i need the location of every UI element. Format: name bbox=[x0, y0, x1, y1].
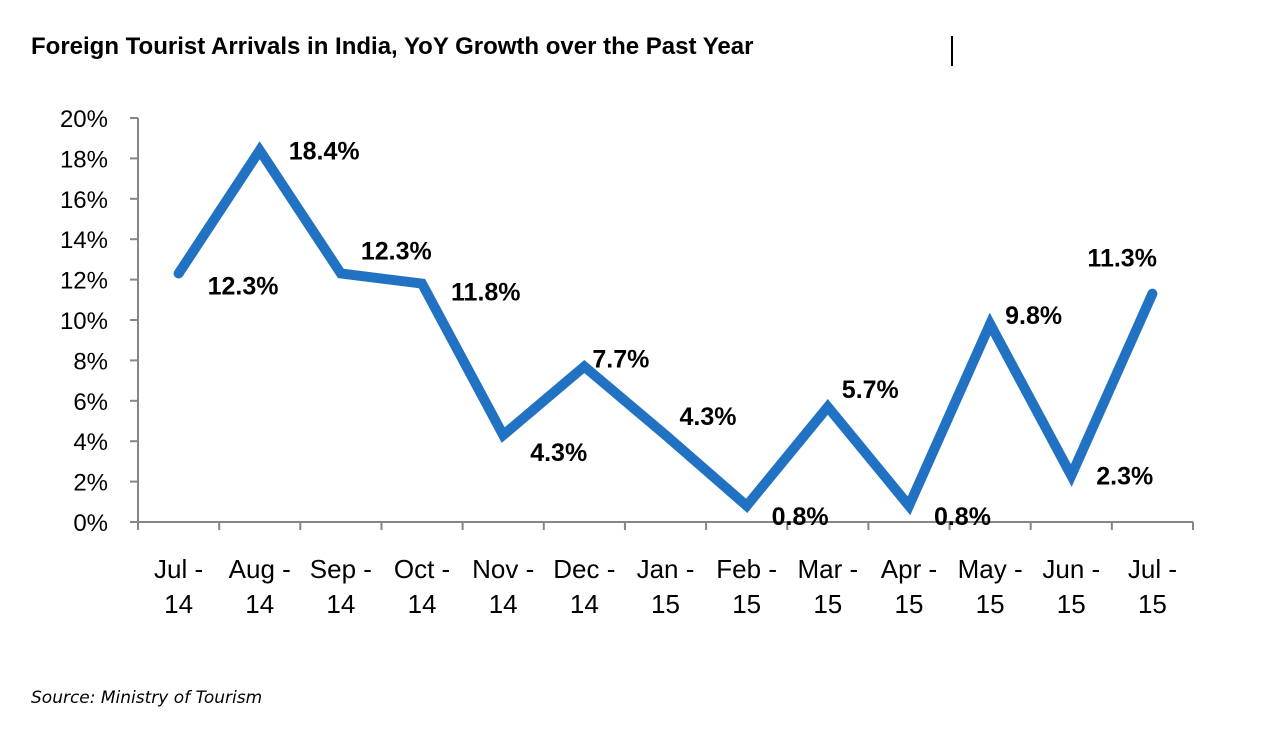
x-tick-label: Mar -15 bbox=[797, 554, 858, 619]
data-labels: 12.3% 18.4% 12.3% 11.8% 4.3% 7.7% 4.3% 0.8% 5.7%… bbox=[208, 137, 1157, 531]
x-tick-label: Jul -15 bbox=[1128, 554, 1177, 619]
y-tick-label: 14% bbox=[60, 227, 108, 254]
source-note: Source: Ministry of Tourism bbox=[31, 688, 263, 708]
x-tick-label: Feb -15 bbox=[716, 554, 777, 619]
x-tick-label: Sep -14 bbox=[310, 554, 372, 619]
data-label: 5.7% bbox=[842, 376, 899, 404]
data-label: 11.3% bbox=[1087, 245, 1157, 273]
data-label: 12.3% bbox=[208, 273, 279, 301]
x-axis: Jul -14 Aug -14 Sep -14 Oct -14 Nov -14 Dec -… bbox=[130, 521, 1194, 619]
y-tick-label: 4% bbox=[73, 429, 108, 456]
data-label: 0.8% bbox=[772, 503, 829, 531]
x-tick-label: Jul -14 bbox=[154, 554, 203, 619]
x-tick-label: Dec -14 bbox=[553, 554, 615, 619]
y-tick-label: 0% bbox=[73, 510, 108, 537]
data-label: 7.7% bbox=[592, 345, 649, 373]
x-tick-label: Aug -14 bbox=[229, 554, 291, 619]
x-tick-label: Jan -15 bbox=[637, 554, 695, 619]
y-tick-label: 12% bbox=[60, 268, 108, 295]
y-tick-label: 6% bbox=[73, 389, 108, 416]
data-label: 4.3% bbox=[680, 403, 737, 431]
y-tick-label: 2% bbox=[73, 470, 108, 497]
y-tick-label: 18% bbox=[60, 146, 108, 173]
data-label: 11.8% bbox=[451, 279, 521, 307]
text-cursor bbox=[951, 36, 953, 66]
data-label: 0.8% bbox=[934, 503, 991, 531]
data-label: 4.3% bbox=[530, 439, 587, 467]
data-label: 12.3% bbox=[361, 238, 432, 266]
x-tick-label: Apr -15 bbox=[881, 554, 937, 619]
data-label: 2.3% bbox=[1096, 463, 1153, 491]
x-tick-label: Oct -14 bbox=[394, 554, 450, 619]
y-tick-label: 20% bbox=[60, 106, 108, 133]
data-label: 9.8% bbox=[1005, 302, 1062, 330]
chart-title: Foreign Tourist Arrivals in India, YoY G… bbox=[31, 33, 754, 60]
series-yoy-growth bbox=[173, 141, 1158, 516]
y-tick-label: 8% bbox=[73, 348, 108, 375]
y-tick-label: 10% bbox=[60, 308, 108, 335]
x-tick-label: Nov -14 bbox=[472, 554, 534, 619]
data-label: 18.4% bbox=[289, 137, 360, 165]
x-tick-label: Jun -15 bbox=[1042, 554, 1100, 619]
x-tick-label: May -15 bbox=[958, 554, 1023, 619]
y-axis: 0% 2% 4% 6% 8% 10% 12% 14% 16% 18% 20% bbox=[60, 106, 139, 537]
y-tick-label: 16% bbox=[60, 187, 108, 214]
